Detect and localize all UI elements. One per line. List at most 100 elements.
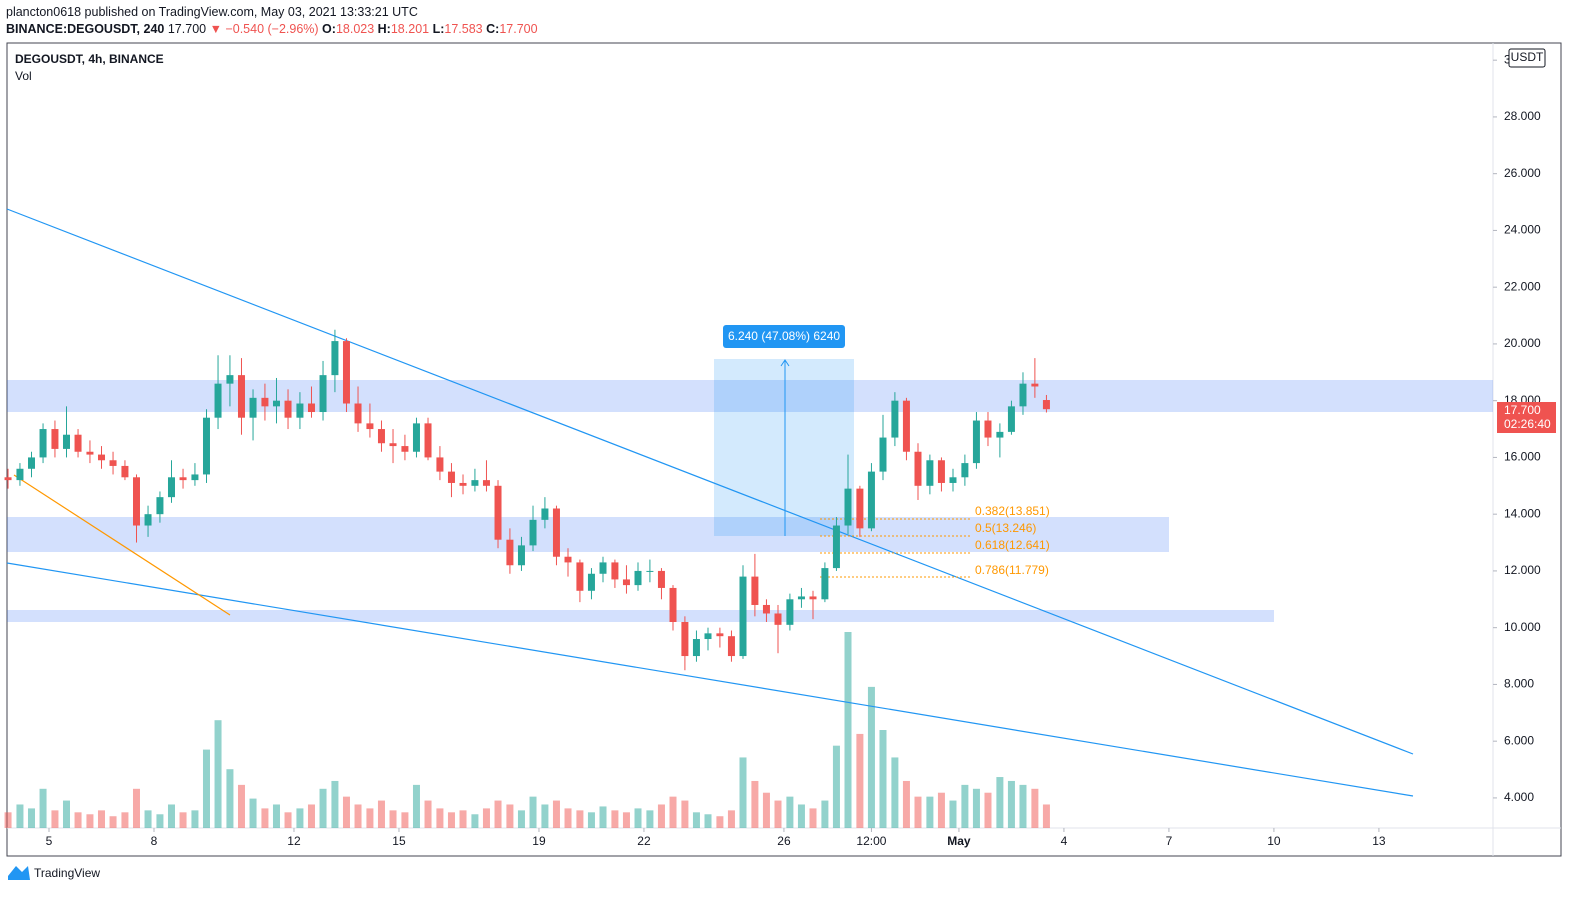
volume-bar <box>377 800 385 828</box>
volume-bar <box>86 814 94 828</box>
candle-body <box>517 545 525 566</box>
volume-bar <box>354 804 362 828</box>
volume-bar <box>587 812 595 828</box>
c: 17.700 <box>499 22 538 36</box>
x-tick-label: 7 <box>1166 834 1173 848</box>
price-tag <box>1497 402 1556 433</box>
candle-body <box>447 471 455 483</box>
volume-bar <box>459 810 467 828</box>
candle-body <box>179 477 187 481</box>
candle-body <box>226 375 234 384</box>
candle-body <box>202 417 210 475</box>
trendline <box>6 208 1414 755</box>
candle-body <box>856 488 864 529</box>
volume-bar <box>74 812 82 828</box>
volume-bar <box>996 777 1004 828</box>
volume-bar <box>27 808 35 828</box>
fib-label: 0.382(13.851) <box>975 504 1050 518</box>
candle-body <box>4 477 12 481</box>
axes: 30.00028.00026.00024.00022.00020.00018.0… <box>46 52 1541 848</box>
candle-body <box>307 403 315 413</box>
candle-body <box>727 636 735 657</box>
volume-bar <box>4 812 12 828</box>
volume-bar <box>867 686 875 828</box>
candle-body <box>401 446 409 452</box>
volume-bar <box>401 812 409 828</box>
volume-bar <box>634 808 642 828</box>
volume-bar <box>62 800 70 828</box>
y-tick-label: 24.000 <box>1504 223 1541 237</box>
candle-body <box>471 480 479 486</box>
arrow: ▼ <box>209 22 222 36</box>
volume-bar <box>51 810 59 828</box>
candle-body <box>1031 383 1039 387</box>
volume-bar <box>389 810 397 828</box>
volume-bar <box>506 804 514 828</box>
y-tick-label: 4.000 <box>1504 790 1534 804</box>
volume-bar <box>879 730 887 828</box>
volume-bar <box>319 788 327 828</box>
volume-bar <box>622 812 630 828</box>
o-label: O: <box>322 22 336 36</box>
volume-bar <box>447 812 455 828</box>
candle-body <box>902 400 910 452</box>
y-tick-label: 22.000 <box>1504 279 1541 293</box>
volume-bar <box>366 808 374 828</box>
volume-bar <box>774 800 782 828</box>
fib-label: 0.786(11.779) <box>975 563 1049 577</box>
candle-body <box>272 400 280 407</box>
x-tick-label: 12:00 <box>856 834 886 848</box>
candle-body <box>436 457 444 472</box>
volume-bar <box>296 808 304 828</box>
y-tick-label: 14.000 <box>1504 506 1541 520</box>
candle-body <box>984 420 992 438</box>
volume-bar <box>1042 804 1050 828</box>
candle-body <box>587 573 595 591</box>
candle-body <box>844 488 852 526</box>
y-tick-label: 28.000 <box>1504 109 1541 123</box>
volume-bar <box>914 796 922 828</box>
measure-arrowhead <box>780 359 790 367</box>
y-tick-label: 12.000 <box>1504 563 1541 577</box>
candle-body <box>214 383 222 418</box>
candle-body <box>786 599 794 625</box>
candle-body <box>62 434 70 449</box>
volume-bar <box>494 800 502 828</box>
volume-bar <box>797 804 805 828</box>
candle-body <box>832 525 840 569</box>
volume-bar <box>646 810 654 828</box>
candle-body <box>331 341 339 376</box>
volume-bar <box>436 808 444 828</box>
candle-body <box>891 400 899 438</box>
candle-body <box>576 562 584 591</box>
candle-body <box>657 570 665 588</box>
volume-bar <box>132 788 140 828</box>
symbol: BINANCE:DEGOUSDT, 240 <box>6 22 165 36</box>
candle-body <box>74 434 82 452</box>
candle-body <box>296 403 304 418</box>
y-tick-label: 8.000 <box>1504 677 1534 691</box>
candle-body <box>261 397 269 407</box>
candle-body <box>669 587 677 622</box>
x-tick-label: 19 <box>532 834 546 848</box>
x-tick-label: 10 <box>1267 834 1281 848</box>
x-tick-label: 22 <box>637 834 651 848</box>
candle-body <box>377 429 385 444</box>
volume-bar <box>39 788 47 828</box>
volume-bar <box>342 796 350 828</box>
candle-body <box>86 451 94 455</box>
volume-bar <box>657 804 665 828</box>
volume-layer <box>4 632 1050 828</box>
frame <box>6 42 1562 857</box>
volume-bar <box>926 796 934 828</box>
x-tick-label: 5 <box>46 834 53 848</box>
volume-bar <box>272 804 280 828</box>
x-tick-label: 8 <box>151 834 158 848</box>
candle-body <box>39 429 47 458</box>
candle-body <box>599 562 607 574</box>
candle-body <box>191 474 199 481</box>
volume-bar <box>692 812 700 828</box>
volume-bar <box>541 804 549 828</box>
x-tick-label: 26 <box>777 834 791 848</box>
volume-bar <box>832 745 840 828</box>
